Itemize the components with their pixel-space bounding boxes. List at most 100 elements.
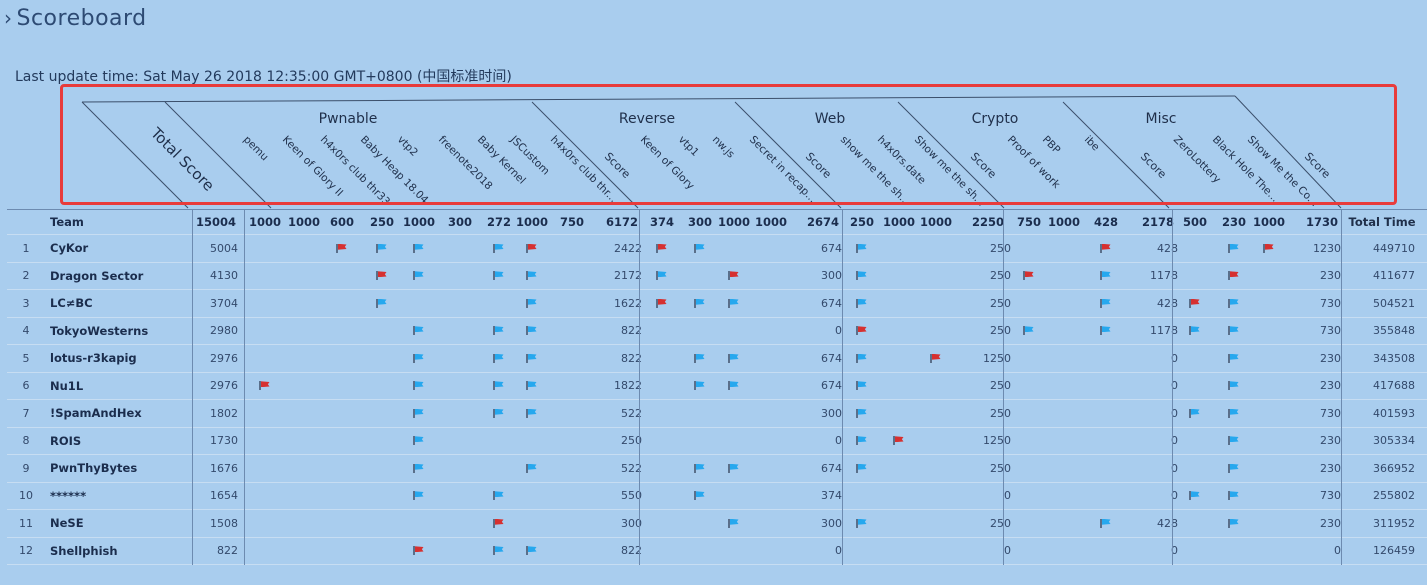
team-name: Nu1L <box>50 378 84 393</box>
solved-flag-icon <box>856 243 868 253</box>
max-points-cell: 250 <box>369 215 394 229</box>
challenge-cell <box>718 510 750 537</box>
category-score-cell: 300 <box>821 516 842 530</box>
challenge-cell <box>481 290 517 317</box>
challenge-cell <box>441 428 479 455</box>
challenge-cell <box>918 263 954 290</box>
max-points-cell: 1730 <box>1305 215 1338 229</box>
challenge-cell <box>515 290 549 317</box>
challenge-cell <box>515 318 549 345</box>
category-score-cell: 674 <box>821 379 842 393</box>
category-score-cell: 730 <box>1320 296 1341 310</box>
challenge-cell <box>1086 400 1126 427</box>
first-blood-flag-icon <box>728 271 740 281</box>
solved-flag-icon <box>526 353 538 363</box>
challenge-cell <box>682 373 718 400</box>
challenge-cell <box>718 318 750 345</box>
column-divider <box>842 210 843 565</box>
challenge-cell <box>1252 318 1286 345</box>
challenge-cell <box>718 345 750 372</box>
category-score-cell: 374 <box>821 489 842 503</box>
challenge-cell <box>481 510 517 537</box>
max-points-cell: 1000 <box>248 215 281 229</box>
column-divider <box>639 210 640 565</box>
challenge-cell <box>682 428 718 455</box>
total-time-cell: 305334 <box>1373 434 1415 448</box>
challenge-cell <box>1047 290 1081 317</box>
solved-flag-icon <box>493 381 505 391</box>
category-score-cell: 822 <box>621 351 642 365</box>
challenge-cell <box>881 538 917 565</box>
category-score-cell: 0 <box>1334 544 1341 558</box>
category-score-cell: 250 <box>990 241 1011 255</box>
first-blood-flag-icon <box>1189 298 1201 308</box>
challenge-cell <box>881 428 917 455</box>
challenge-cell <box>364 455 400 482</box>
challenge-cell <box>245 235 285 262</box>
max-points-cell: 1000 <box>919 215 952 229</box>
challenge-cell <box>1086 318 1126 345</box>
challenge-cell <box>481 235 517 262</box>
challenge-cell <box>644 373 680 400</box>
first-blood-flag-icon <box>259 381 271 391</box>
challenge-cell <box>844 235 880 262</box>
challenge-cell <box>751 538 791 565</box>
challenge-cell <box>1047 455 1081 482</box>
solved-flag-icon <box>413 381 425 391</box>
solved-flag-icon <box>413 243 425 253</box>
first-blood-flag-icon <box>413 546 425 556</box>
total-score-cell: 5004 <box>210 241 238 255</box>
max-points-row: Team 15004 1000 1000 600 250 1000 300 272 1000 750… <box>7 210 1427 235</box>
category-score-cell: 0 <box>1171 379 1178 393</box>
page-title-text: Scoreboard <box>16 6 147 31</box>
challenge-cell <box>245 428 285 455</box>
challenge-cell <box>481 373 517 400</box>
solved-flag-icon <box>856 298 868 308</box>
first-blood-flag-icon <box>930 353 942 363</box>
challenge-cell <box>1252 290 1286 317</box>
solved-flag-icon <box>413 491 425 501</box>
team-row: 11 NeSE 1508 300 300 250 428 230 311952 <box>7 510 1427 538</box>
max-points-cell: 15004 <box>195 215 236 229</box>
total-time-cell: 255802 <box>1373 489 1415 503</box>
team-name: LC≠BC <box>50 296 93 311</box>
challenge-cell <box>718 235 750 262</box>
solved-flag-icon <box>493 326 505 336</box>
challenge-cell <box>1216 318 1252 345</box>
challenge-cell <box>324 345 360 372</box>
first-blood-flag-icon <box>656 243 668 253</box>
challenge-cell <box>401 510 437 537</box>
category-score-cell: 522 <box>621 406 642 420</box>
max-points-cell: 300 <box>687 215 712 229</box>
total-score-cell: 1802 <box>210 406 238 420</box>
total-time-cell: 126459 <box>1373 544 1415 558</box>
category-score-cell: 674 <box>821 461 842 475</box>
total-score-header-label: Total Score <box>146 123 217 194</box>
challenge-cell <box>682 235 718 262</box>
challenge-cell <box>286 345 322 372</box>
category-score-cell: 730 <box>1320 489 1341 503</box>
challenge-cell <box>441 373 479 400</box>
challenge-cell <box>515 510 549 537</box>
challenge-cell <box>1178 318 1212 345</box>
challenge-header: show me the sh... <box>838 134 912 208</box>
challenge-cell <box>481 345 517 372</box>
challenge-cell <box>1047 373 1081 400</box>
challenge-cell <box>364 400 400 427</box>
solved-flag-icon <box>1228 353 1240 363</box>
challenge-cell <box>1086 373 1126 400</box>
challenge-cell <box>245 290 285 317</box>
challenge-cell <box>1178 290 1212 317</box>
solved-flag-icon <box>856 353 868 363</box>
challenge-cell <box>401 345 437 372</box>
challenge-cell <box>1047 428 1081 455</box>
challenge-cell <box>245 510 285 537</box>
challenge-cell <box>1178 428 1212 455</box>
category-score-cell: 822 <box>621 544 642 558</box>
challenge-cell <box>844 510 880 537</box>
solved-flag-icon <box>656 271 668 281</box>
solved-flag-icon <box>493 408 505 418</box>
solved-flag-icon <box>526 326 538 336</box>
total-time-cell: 411677 <box>1373 269 1415 283</box>
team-name: !SpamAndHex <box>50 406 142 421</box>
